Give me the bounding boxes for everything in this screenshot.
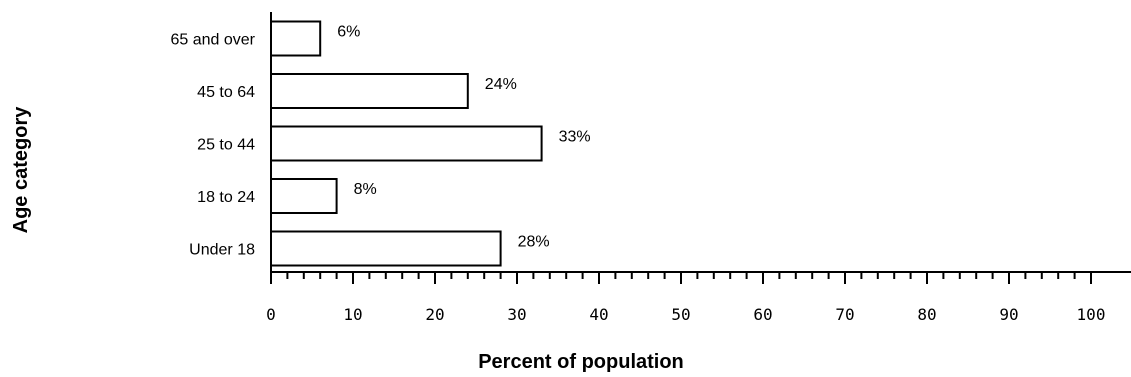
x-axis-title: Percent of population [478,351,684,373]
value-labels: 6% 24% 33% 8% 28% [337,24,590,251]
x-tick-label-5: 50 [671,305,690,324]
x-tick-label-9: 90 [999,305,1018,324]
axes-group [270,12,1131,282]
bar-3 [270,178,338,214]
x-tick-label-6: 60 [753,305,772,324]
category-label-3: 18 to 24 [197,189,255,206]
bar-2 [270,125,543,162]
value-label-4: 28% [518,234,550,251]
category-label-4: Under 18 [189,242,255,259]
value-label-1: 24% [485,76,517,93]
category-label-1: 45 to 64 [197,84,255,101]
x-tick-label-4: 40 [589,305,608,324]
category-label-0: 65 and over [170,32,255,49]
x-tick-label-1: 10 [343,305,362,324]
x-tick-labels: 0 10 20 30 40 50 60 70 80 90 100 [266,305,1105,324]
value-label-2: 33% [559,129,591,146]
category-labels: 65 and over 45 to 64 25 to 44 18 to 24 Under… [170,32,255,259]
value-label-0: 6% [337,24,360,41]
bar-0 [270,20,322,57]
x-tick-label-7: 70 [835,305,854,324]
value-label-3: 8% [354,181,377,198]
x-tick-label-8: 80 [917,305,936,324]
bars-group [270,20,543,267]
x-tick-label-3: 30 [507,305,526,324]
x-axis-ticks [270,272,1092,284]
y-axis-title: Age category [10,106,32,234]
x-tick-label-10: 100 [1077,305,1106,324]
bar-1 [270,73,469,109]
category-label-2: 25 to 44 [197,137,255,154]
bar-4 [270,230,502,267]
x-tick-label-0: 0 [266,305,276,324]
x-tick-label-2: 20 [425,305,444,324]
